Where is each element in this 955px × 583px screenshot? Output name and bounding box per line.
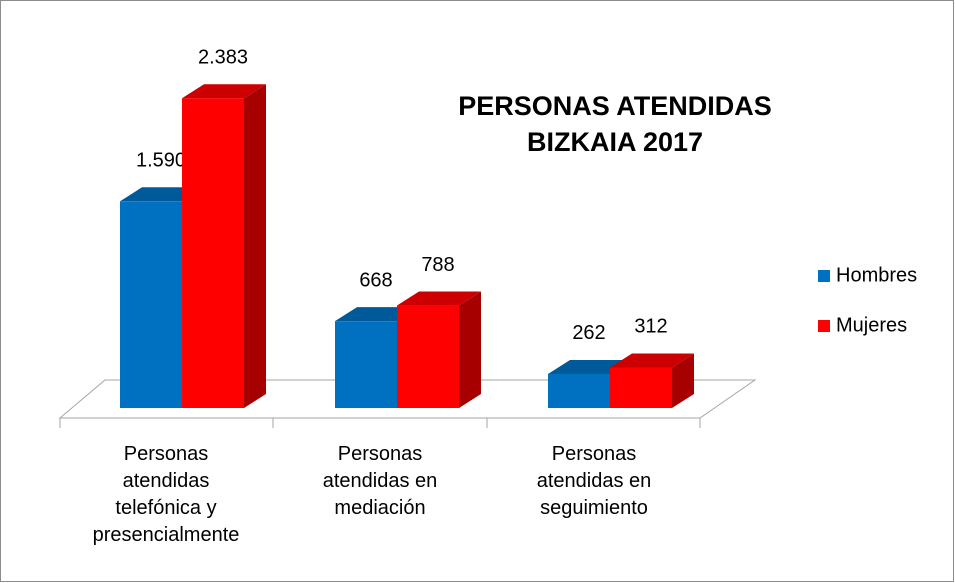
bar	[548, 373, 610, 408]
bar-top	[610, 353, 694, 368]
x-tick-label: Personas atendidas en mediación	[322, 443, 438, 519]
data-label: 2.383	[198, 46, 248, 68]
x-tick-label: Personas atendidas en seguimiento	[536, 443, 652, 519]
data-label: 668	[359, 269, 392, 291]
bar	[335, 321, 397, 408]
bar-side	[244, 84, 266, 409]
legend-label: Hombres	[836, 264, 917, 286]
legend-label: Mujeres	[836, 314, 907, 336]
legend-swatch	[818, 320, 830, 332]
bar	[120, 201, 182, 408]
data-label: 1.590	[136, 150, 186, 172]
bar-top	[397, 291, 481, 306]
x-tick-label: Personas atendidas telefónica y presenci…	[92, 443, 240, 546]
legend-swatch	[818, 270, 830, 282]
bar	[397, 305, 459, 408]
bar-side	[672, 353, 694, 408]
data-label: 262	[572, 322, 605, 344]
data-label: 312	[634, 316, 667, 338]
data-label: 788	[421, 254, 454, 276]
bar-top	[182, 84, 266, 99]
bar	[182, 98, 244, 409]
bar-side	[459, 291, 481, 408]
bar	[610, 367, 672, 408]
chart-title: PERSONAS ATENDIDAS BIZKAIA 2017	[458, 91, 772, 157]
